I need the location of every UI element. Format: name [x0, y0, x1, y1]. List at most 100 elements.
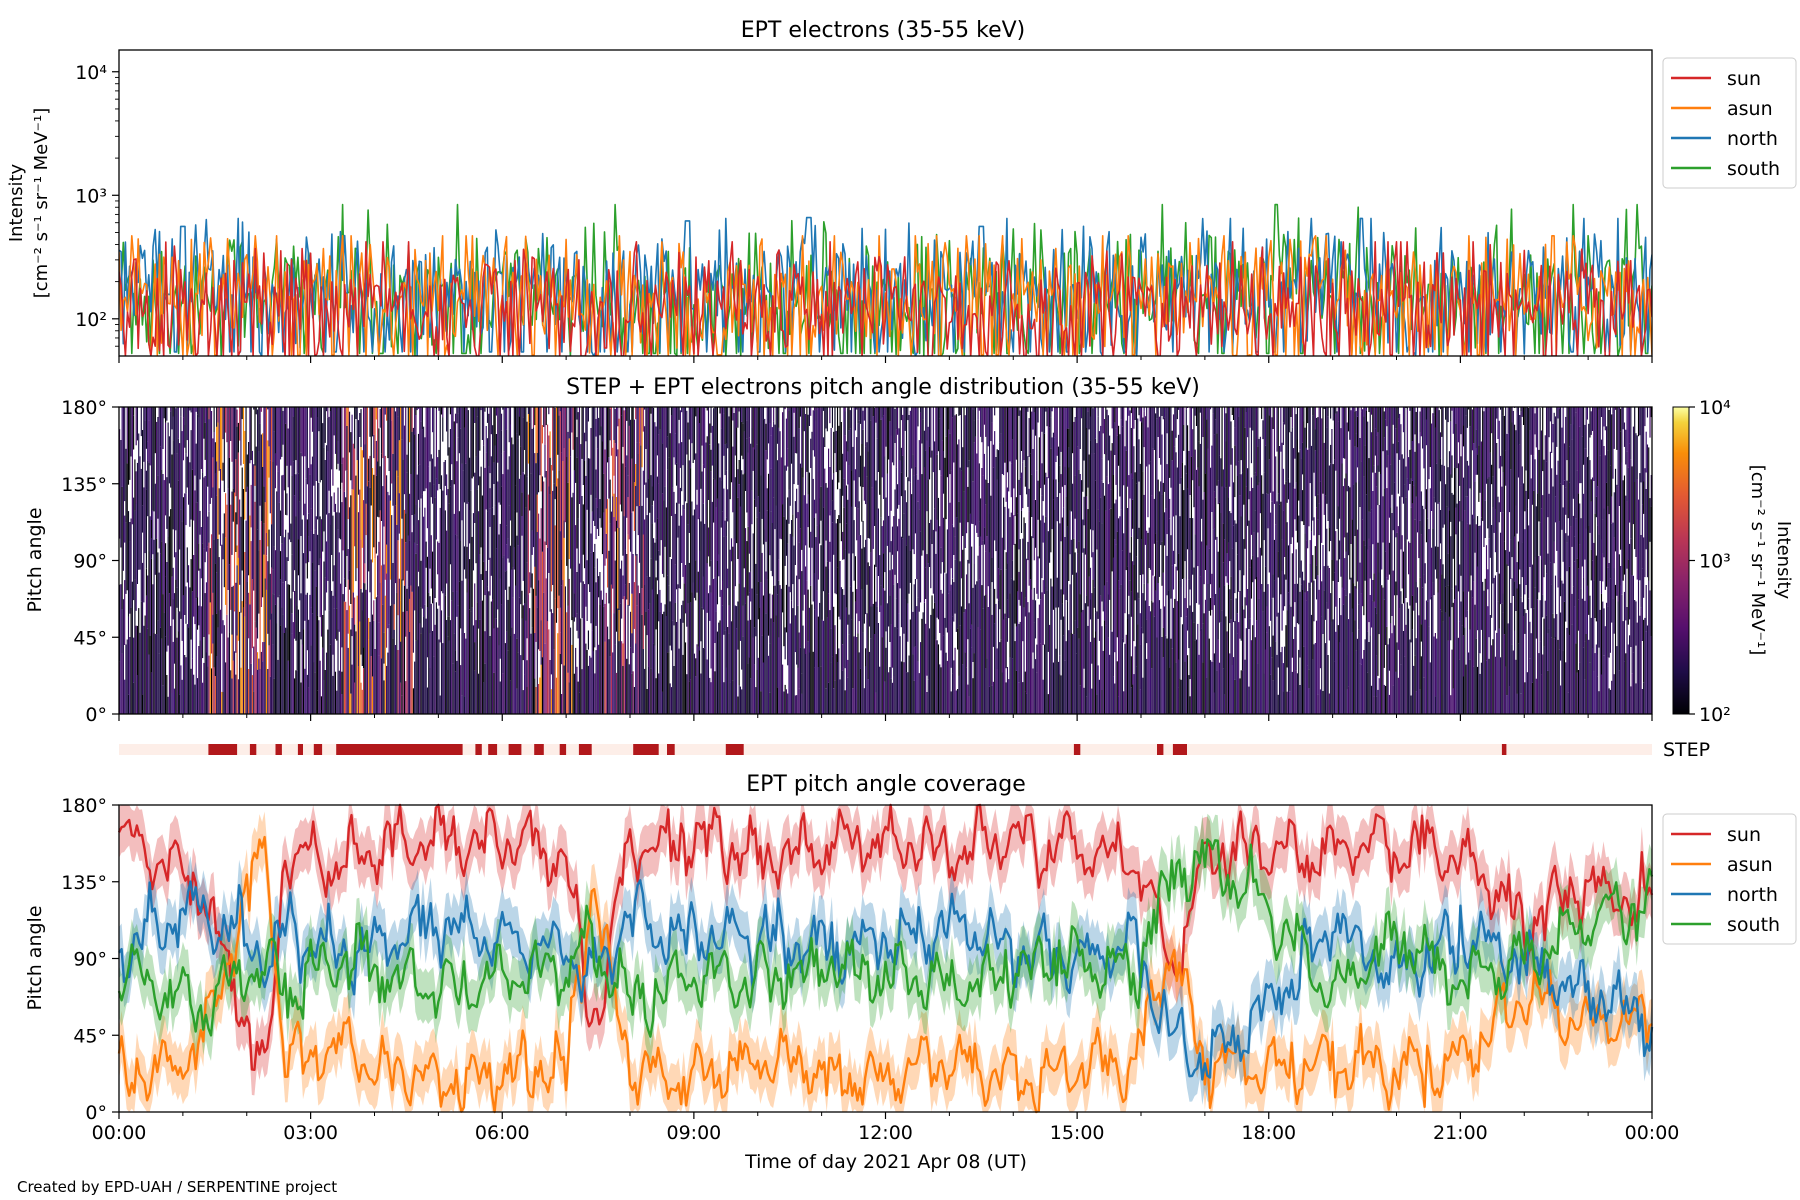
- pad-heatmap-cell: [499, 523, 501, 579]
- pad-heatmap-cell: [1466, 523, 1468, 611]
- pad-heatmap-cell: [1254, 510, 1256, 580]
- pad-heatmap-cell: [626, 455, 628, 518]
- pad-heatmap-cell: [1593, 671, 1595, 714]
- pad-heatmap-cell: [788, 489, 790, 524]
- pad-heatmap-cell: [504, 407, 506, 500]
- pad-heatmap-cell: [121, 486, 123, 610]
- pad-heatmap-cell: [417, 586, 420, 714]
- pad-heatmap-cell: [481, 600, 483, 714]
- pad-heatmap-cell: [511, 569, 513, 628]
- pad-heatmap-cell: [630, 419, 632, 552]
- pad-heatmap-cell: [148, 654, 150, 714]
- pad-heatmap-cell: [895, 429, 897, 468]
- pad-heatmap-cell: [621, 415, 623, 512]
- pad-heatmap-cell: [1455, 407, 1457, 424]
- pad-heatmap-cell: [467, 502, 469, 580]
- pad-heatmap-cell: [659, 407, 661, 430]
- pad-heatmap-cell: [656, 476, 658, 519]
- pad-heatmap-cell: [595, 418, 597, 437]
- pad-heatmap-cell: [667, 407, 669, 437]
- pad-heatmap: [119, 407, 1652, 714]
- coverage-x-tick-label: 21:00: [1433, 1122, 1488, 1144]
- pad-heatmap-cell: [393, 629, 395, 714]
- pad-heatmap-cell: [1347, 619, 1350, 687]
- pad-heatmap-cell: [1414, 407, 1416, 435]
- pad-heatmap-cell: [320, 407, 322, 481]
- pad-heatmap-cell: [142, 505, 144, 533]
- pad-heatmap-cell: [497, 481, 499, 610]
- pad-heatmap-cell: [815, 652, 817, 714]
- pad-heatmap-cell: [509, 680, 512, 714]
- pad-heatmap-cell: [1439, 510, 1442, 544]
- pad-heatmap-cell: [1052, 432, 1054, 480]
- pad-heatmap-cell: [603, 407, 605, 474]
- pad-heatmap-cell: [628, 583, 630, 606]
- pad-heatmap-cell: [1072, 407, 1074, 454]
- pad-heatmap-cell: [286, 493, 288, 516]
- pad-heatmap-cell: [1236, 476, 1238, 555]
- pad-heatmap-cell: [1442, 694, 1444, 714]
- pad-heatmap-cell: [477, 673, 480, 714]
- pad-heatmap-cell: [506, 544, 508, 571]
- pad-heatmap-cell: [1410, 507, 1412, 643]
- pad-heatmap-cell: [383, 407, 385, 527]
- pad-heatmap-cell: [337, 487, 339, 530]
- pad-heatmap-cell: [350, 629, 352, 694]
- pad-heatmap-cell: [672, 487, 674, 621]
- pad-heatmap-cell: [202, 407, 204, 473]
- pad-heatmap-cell: [1554, 637, 1557, 714]
- pad-heatmap-cell: [675, 463, 678, 486]
- pad-heatmap-cell: [497, 407, 499, 463]
- pad-heatmap-cell: [1078, 638, 1080, 714]
- pad-heatmap-cell: [1321, 418, 1323, 543]
- pad-heatmap-cell: [736, 606, 738, 629]
- pad-heatmap-cell: [161, 541, 163, 639]
- pad-heatmap-cell: [374, 407, 376, 441]
- pad-heatmap-cell: [919, 642, 922, 714]
- pad-heatmap-cell: [167, 422, 169, 538]
- pad-heatmap-cell: [1406, 407, 1408, 410]
- pad-heatmap-cell: [121, 407, 123, 487]
- pad-heatmap-cell: [488, 591, 490, 714]
- pad-heatmap-cell: [765, 423, 767, 451]
- pad-heatmap-cell: [1115, 407, 1117, 429]
- pad-heatmap-cell: [1156, 407, 1158, 419]
- pad-heatmap-cell: [1100, 595, 1102, 714]
- pad-heatmap-cell: [1298, 649, 1300, 714]
- pad-heatmap-cell: [1301, 407, 1304, 443]
- pad-heatmap-cell: [633, 687, 635, 714]
- pad-heatmap-cell: [997, 600, 1000, 714]
- pad-heatmap-cell: [1244, 427, 1246, 549]
- pad-heatmap-cell: [698, 423, 701, 518]
- pad-heatmap-cell: [1548, 628, 1550, 714]
- pad-heatmap-cell: [741, 470, 743, 596]
- pad-heatmap-cell: [696, 644, 698, 714]
- pad-heatmap-cell: [1510, 539, 1512, 579]
- pad-heatmap-cell: [644, 668, 646, 714]
- pad-heatmap-cell: [637, 454, 639, 536]
- pad-heatmap-cell: [958, 407, 960, 416]
- pad-heatmap-cell: [1086, 496, 1088, 596]
- pad-heatmap-cell: [1614, 407, 1617, 410]
- pad-heatmap-cell: [635, 464, 637, 486]
- pad-heatmap-cell: [334, 503, 337, 597]
- pad-heatmap-cell: [982, 475, 984, 541]
- pad-heatmap-cell: [328, 416, 330, 491]
- pad-heatmap-cell: [1125, 420, 1127, 451]
- pad-heatmap-cell: [1649, 407, 1651, 438]
- pad-heatmap-cell: [707, 527, 710, 557]
- pad-heatmap-cell: [1339, 642, 1341, 714]
- pad-heatmap-cell: [1346, 689, 1348, 714]
- pad-heatmap-cell: [1616, 407, 1618, 450]
- pad-heatmap-cell: [191, 469, 193, 592]
- pad-heatmap-cell: [147, 441, 149, 461]
- pad-heatmap-cell: [942, 407, 945, 451]
- pad-heatmap-cell: [1576, 470, 1578, 559]
- pad-heatmap-cell: [1148, 606, 1150, 714]
- pad-heatmap-cell: [457, 538, 459, 605]
- pad-heatmap-cell: [1206, 677, 1208, 714]
- pad-heatmap-cell: [603, 606, 605, 714]
- pad-heatmap-cell: [225, 493, 227, 538]
- pad-heatmap-cell: [1614, 584, 1617, 714]
- pad-heatmap-cell: [405, 681, 407, 714]
